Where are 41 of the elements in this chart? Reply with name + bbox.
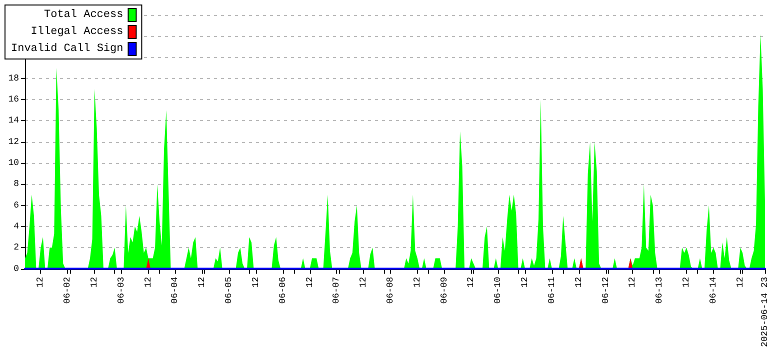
x-tick-label: 06-03 [116,276,126,304]
x-tick-label: 12 [735,276,746,288]
x-tick-label: 12 [412,276,422,288]
x-tick-label: 06-12 [600,276,611,304]
legend-label: Illegal Access [30,26,124,38]
y-tick-label: 2 [14,242,19,253]
x-tick-label: 2025-06-14 23 [760,276,770,348]
x-tick-label: 12 [358,276,369,288]
y-tick-label: 18 [8,73,19,84]
x-tick-label: 06-07 [332,276,342,304]
x-tick-label: 12 [304,276,315,288]
x-tick-label: 12 [682,276,692,288]
x-tick-label: 06-09 [439,276,450,304]
x-tick-label: 06-06 [278,276,288,304]
y-tick-label: 0 [14,264,19,274]
x-tick-label: 06-13 [654,276,665,304]
x-tick-label: 06-14 [708,276,718,304]
y-tick-label: 12 [8,136,19,147]
legend-label: Total Access [44,9,124,21]
y-tick-label: 4 [14,221,19,232]
x-tick-label: 12 [520,276,530,288]
x-tick-label: 06-11 [546,276,557,304]
y-tick-label: 16 [8,94,19,105]
y-tick-label: 14 [8,116,19,126]
y-tick-label: 6 [14,200,19,210]
x-tick-label: 12 [466,276,476,288]
x-tick-label: 12 [90,276,100,288]
x-tick-label: 12 [36,276,46,288]
x-tick-label: 06-02 [62,276,73,304]
x-tick-label: 06-10 [493,276,504,304]
x-tick-label: 12 [574,276,584,288]
x-tick-label: 06-04 [170,276,180,304]
x-tick-label: 12 [628,276,638,288]
x-tick-label: 12 [250,276,261,288]
y-tick-label: 10 [8,158,19,168]
y-tick-label: 8 [14,179,19,190]
legend-label: Invalid Call Sign [11,43,124,55]
x-tick-label: 12 [197,276,208,288]
x-tick-label: 06-05 [224,276,234,304]
x-tick-label: 12 [143,276,154,288]
x-tick-label: 06-08 [386,276,396,304]
